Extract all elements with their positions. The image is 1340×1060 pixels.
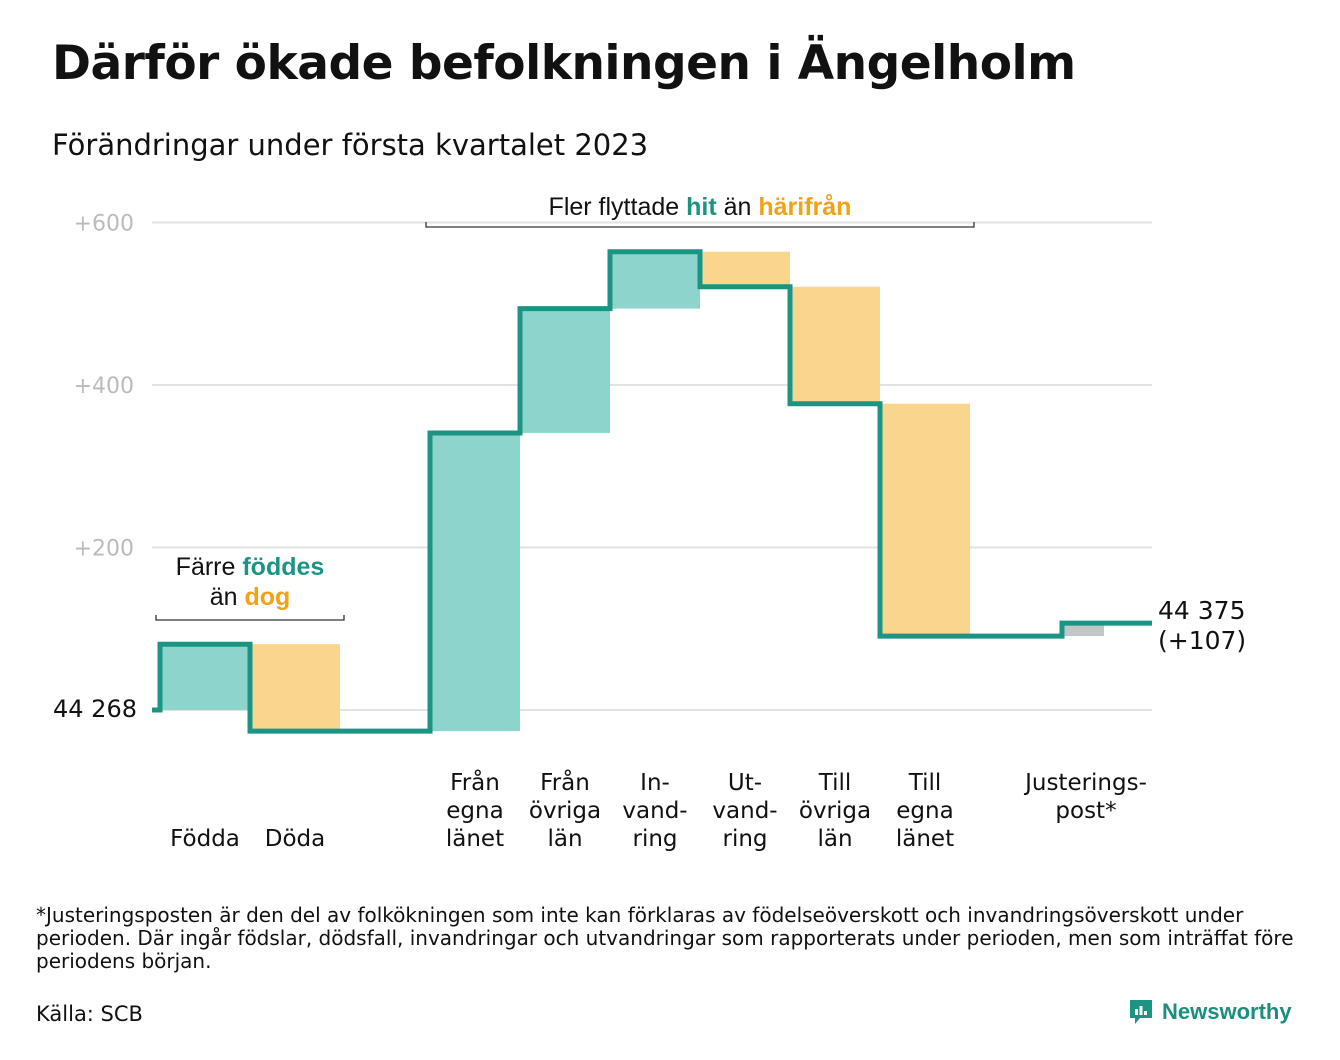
cumulative-line — [152, 249, 1152, 734]
annotation-part: Fler flyttade — [549, 193, 687, 221]
annotation-part: än — [210, 583, 245, 611]
footnote: *Justeringsposten är den del av folkökni… — [36, 903, 1294, 973]
y-tick-label: +200 — [74, 537, 134, 562]
category-label: vand- — [712, 798, 777, 824]
category-label: Justerings- — [1023, 770, 1147, 796]
bar — [790, 286, 880, 404]
bar — [1062, 623, 1104, 637]
category-label: län — [817, 826, 852, 852]
annotation-bracket — [155, 615, 345, 621]
category-labels: Födda DödaFrånegnalänetFrånövrigalänIn-va… — [170, 768, 1147, 852]
category-label: länet — [446, 826, 504, 852]
annotation-part: härifrån — [758, 193, 851, 221]
category-label: län — [547, 826, 582, 852]
category-label: Från — [540, 768, 590, 796]
end-change-label: (+107) — [1158, 626, 1246, 655]
annotation-migration: Fler flyttade hit än härifrån — [549, 193, 852, 221]
bars — [160, 251, 1104, 732]
category-label: ring — [632, 826, 677, 852]
value-labels: 44 268 44 375(+107) — [53, 596, 1246, 723]
category-label: post* — [1055, 798, 1116, 824]
y-tick-label: +600 — [74, 212, 134, 237]
bar — [250, 644, 340, 732]
category-label: övriga — [529, 798, 601, 824]
annotation-part: dog — [244, 583, 290, 611]
category-label: Från — [450, 768, 500, 796]
annotation-part: än — [717, 193, 759, 221]
category-label: Födda — [170, 826, 240, 852]
category-label: övriga — [799, 798, 871, 824]
annotation-part: föddes — [242, 553, 324, 581]
annotation-bracket — [425, 222, 975, 228]
y-axis-ticks: +200 +400 +600 — [74, 212, 134, 562]
annotation-part: hit — [686, 193, 717, 221]
chart-subtitle: Förändringar under första kvartalet 2023 — [52, 128, 649, 162]
brand-name: Newsworthy — [1162, 999, 1292, 1024]
category-label: vand- — [622, 798, 687, 824]
category-label: ring — [722, 826, 767, 852]
category-label: Döda — [265, 826, 325, 852]
category-label: Till — [908, 770, 942, 796]
newsworthy-logo-icon — [1130, 1000, 1152, 1024]
bar — [430, 432, 520, 732]
category-label: egna — [896, 798, 953, 824]
start-value-label: 44 268 — [53, 695, 137, 723]
source-note: Källa: SCB — [36, 1002, 143, 1026]
waterfall-chart: +200+400+600 Födda DödaFrånegnalänetFrånö… — [53, 193, 1246, 852]
y-tick-label: +400 — [74, 374, 134, 399]
bar — [700, 251, 790, 287]
category-label: egna — [446, 798, 503, 824]
annotation-part: Färre — [176, 553, 243, 581]
category-label: Ut- — [728, 770, 762, 796]
bar — [610, 251, 700, 309]
annotation-births-deaths: än dog — [210, 583, 291, 611]
cumulative-line — [152, 249, 1152, 734]
brand-logo: Newsworthy — [1128, 998, 1292, 1026]
end-value-label: 44 375 — [1158, 596, 1245, 625]
category-label: Till — [818, 770, 852, 796]
bar — [520, 308, 610, 433]
bar — [160, 644, 250, 710]
category-label: In- — [640, 770, 670, 796]
category-label: länet — [896, 826, 954, 852]
chart-title: Därför ökade befolkningen i Ängelholm — [52, 36, 1076, 91]
annotation-births-deaths: Färre föddes — [176, 553, 325, 581]
bar — [880, 403, 970, 637]
